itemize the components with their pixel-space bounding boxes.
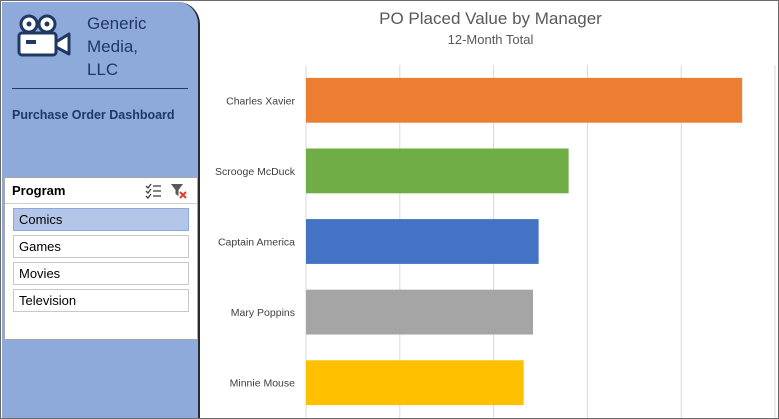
bar[interactable]: [306, 289, 533, 335]
company-name-line: LLC: [87, 60, 119, 79]
chart-subtitle: 12-Month Total: [447, 32, 534, 47]
slicer-item-television[interactable]: Television: [13, 289, 189, 312]
clear-filter-icon[interactable]: [170, 182, 187, 199]
chart-plot: Charles Xavier Scrooge McDuck Captain Amer…: [215, 65, 776, 418]
slicer-item-movies[interactable]: Movies: [13, 262, 189, 285]
category-label: Minnie Mouse: [230, 378, 296, 390]
bar[interactable]: [306, 77, 743, 123]
sidebar-divider: [12, 88, 188, 89]
bar-chart: PO Placed Value by Manager 12-Month Tota…: [203, 2, 778, 418]
slicer-item-games[interactable]: Games: [13, 235, 189, 258]
category-label: Scrooge McDuck: [215, 166, 296, 178]
slicer-title: Program: [12, 183, 66, 198]
company-name-line: Generic: [87, 14, 147, 33]
multi-select-icon[interactable]: [145, 183, 162, 199]
company-name-line: Media,: [87, 37, 139, 56]
company-name: Generic Media, LLC: [87, 12, 187, 81]
program-slicer: Program Comics Games Movies Televi: [4, 177, 198, 340]
slicer-header: Program: [5, 178, 197, 204]
category-label: Mary Poppins: [231, 307, 295, 319]
category-label: Charles Xavier: [226, 95, 295, 107]
slicer-item-comics[interactable]: Comics: [13, 208, 189, 231]
video-camera-icon: [17, 14, 71, 57]
chart-title: PO Placed Value by Manager: [379, 9, 602, 28]
sidebar: Generic Media, LLC Purchase Order Dashbo…: [2, 2, 200, 418]
bar[interactable]: [306, 148, 569, 194]
bar[interactable]: [306, 219, 539, 264]
bar[interactable]: [306, 360, 524, 406]
dashboard-title: Purchase Order Dashboard: [12, 108, 175, 122]
category-label: Captain America: [218, 237, 295, 249]
